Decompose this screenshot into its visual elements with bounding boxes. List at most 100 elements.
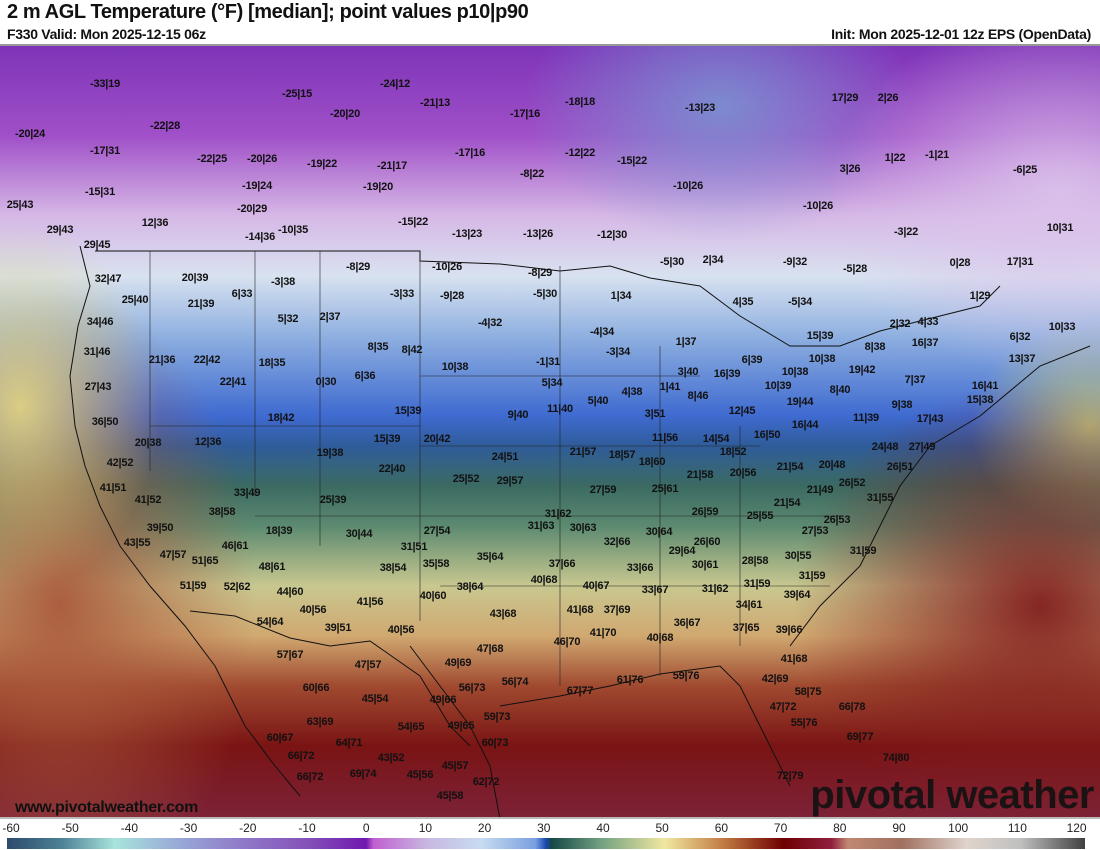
point-value-label: 49|69: [444, 657, 472, 669]
point-value-label: -17|16: [509, 108, 541, 120]
point-value-label: 8|38: [864, 341, 886, 353]
point-value-label: 4|33: [917, 316, 939, 328]
point-value-label: -8|29: [527, 267, 553, 279]
point-value-label: 25|61: [651, 483, 679, 495]
point-value-label: 30|64: [645, 526, 673, 538]
point-value-label: 31|62: [544, 508, 572, 520]
point-value-label: 11|40: [547, 403, 573, 415]
point-value-label: -6|25: [1012, 164, 1038, 176]
point-value-label: 17|43: [916, 413, 944, 425]
point-value-label: 21|57: [569, 446, 597, 458]
point-value-label: 30|44: [345, 528, 373, 540]
point-value-label: 25|40: [121, 294, 149, 306]
point-value-label: 31|63: [527, 520, 555, 532]
colorbar-tick-label: 50: [655, 821, 669, 835]
point-value-label: -10|26: [431, 261, 463, 273]
point-value-label: -24|12: [379, 78, 411, 90]
point-value-label: -25|15: [281, 88, 313, 100]
point-value-label: 26|60: [693, 536, 721, 548]
temperature-map[interactable]: -33|19 -25|15 -24|12 -21|13 -20|20 -17|16 -18|…: [0, 44, 1100, 817]
point-value-label: 2|32: [889, 318, 911, 330]
colorbar-tick-label: 10: [418, 821, 433, 835]
point-value-label: 5|40: [587, 395, 609, 407]
point-value-label: 15|39: [373, 433, 401, 445]
point-value-label: 27|59: [589, 484, 617, 496]
point-value-label: -18|18: [564, 96, 596, 108]
point-value-label: 16|50: [753, 429, 781, 441]
point-value-label: 9|38: [891, 399, 913, 411]
point-value-label: 37|66: [548, 558, 576, 570]
point-value-label: 37|69: [603, 604, 631, 616]
point-value-label: 29|43: [46, 224, 74, 236]
point-value-label: 8|46: [687, 390, 709, 402]
colorbar-tick-label: 120: [1066, 821, 1087, 835]
point-value-label: 45|56: [406, 769, 434, 781]
point-value-label: 27|49: [908, 441, 936, 453]
point-value-label: 47|68: [476, 643, 504, 655]
point-value-label: 43|68: [489, 608, 517, 620]
point-value-label: 20|56: [729, 467, 757, 479]
point-value-label: 10|33: [1048, 321, 1076, 333]
point-value-label: 0|28: [949, 257, 971, 269]
point-value-label: 44|60: [276, 586, 304, 598]
point-value-label: 24|51: [491, 451, 519, 463]
point-value-label: -4|34: [589, 326, 615, 338]
point-value-label: -13|23: [451, 228, 483, 240]
point-value-label: 20|38: [134, 437, 162, 449]
point-value-label: -19|24: [241, 180, 273, 192]
map-title: 2 m AGL Temperature (°F) [median]; point…: [7, 1, 529, 23]
point-value-label: 17|31: [1006, 256, 1034, 268]
point-value-label: -8|22: [519, 168, 545, 180]
point-value-label: 39|50: [146, 522, 174, 534]
point-value-label: 18|42: [267, 412, 295, 424]
point-value-label: 10|39: [764, 380, 792, 392]
point-value-label: 10|38: [781, 366, 809, 378]
point-value-label: 43|52: [377, 752, 405, 764]
point-value-label: 34|46: [86, 316, 114, 328]
point-value-label: 6|39: [741, 354, 763, 366]
point-value-label: 31|59: [798, 570, 826, 582]
point-value-label: 21|58: [686, 469, 714, 481]
point-value-label: 16|41: [971, 380, 999, 392]
point-value-label: 35|58: [422, 558, 450, 570]
point-value-label: 6|32: [1009, 331, 1031, 343]
point-value-label: -15|22: [397, 216, 429, 228]
point-value-label: 21|49: [806, 484, 834, 496]
point-value-label: 31|62: [701, 583, 729, 595]
point-value-label: -13|26: [522, 228, 554, 240]
point-value-label: 59|73: [483, 711, 511, 723]
colorbar-tick-label: -50: [61, 821, 79, 835]
point-value-label: -19|22: [306, 158, 338, 170]
point-value-label: 40|56: [387, 624, 415, 636]
gulf-coastline: [409, 645, 501, 817]
point-value-label: 10|38: [441, 361, 469, 373]
point-value-label: 1|34: [610, 290, 632, 302]
point-value-label: 69|74: [349, 768, 377, 780]
point-value-label: 18|57: [608, 449, 636, 461]
point-value-label: 10|38: [808, 353, 836, 365]
point-value-label: 47|57: [354, 659, 382, 671]
point-value-label: -12|22: [564, 147, 596, 159]
point-value-label: -17|16: [454, 147, 486, 159]
point-value-label: -15|22: [616, 155, 648, 167]
point-value-label: -9|32: [782, 256, 808, 268]
point-value-label: 19|38: [316, 447, 344, 459]
point-value-label: 21|36: [148, 354, 176, 366]
point-value-label: 8|40: [829, 384, 851, 396]
point-value-label: 37|65: [732, 622, 760, 634]
point-value-label: -10|35: [277, 224, 309, 236]
point-value-label: 29|64: [668, 545, 696, 557]
point-value-label: 25|43: [6, 199, 34, 211]
point-value-label: 40|56: [299, 604, 327, 616]
point-value-label: 59|76: [672, 670, 700, 682]
point-value-label: -19|20: [362, 181, 394, 193]
point-value-label: -21|13: [419, 97, 451, 109]
point-value-label: 1|41: [659, 381, 681, 393]
point-value-label: 61|76: [616, 674, 644, 686]
site-watermark: www.pivotalweather.com: [15, 799, 199, 816]
point-value-label: 31|59: [743, 578, 771, 590]
boundary-lines: [69, 245, 1091, 817]
point-value-label: 25|52: [452, 473, 480, 485]
gulf-coast-north: [499, 665, 791, 787]
point-value-label: 56|74: [501, 676, 529, 688]
